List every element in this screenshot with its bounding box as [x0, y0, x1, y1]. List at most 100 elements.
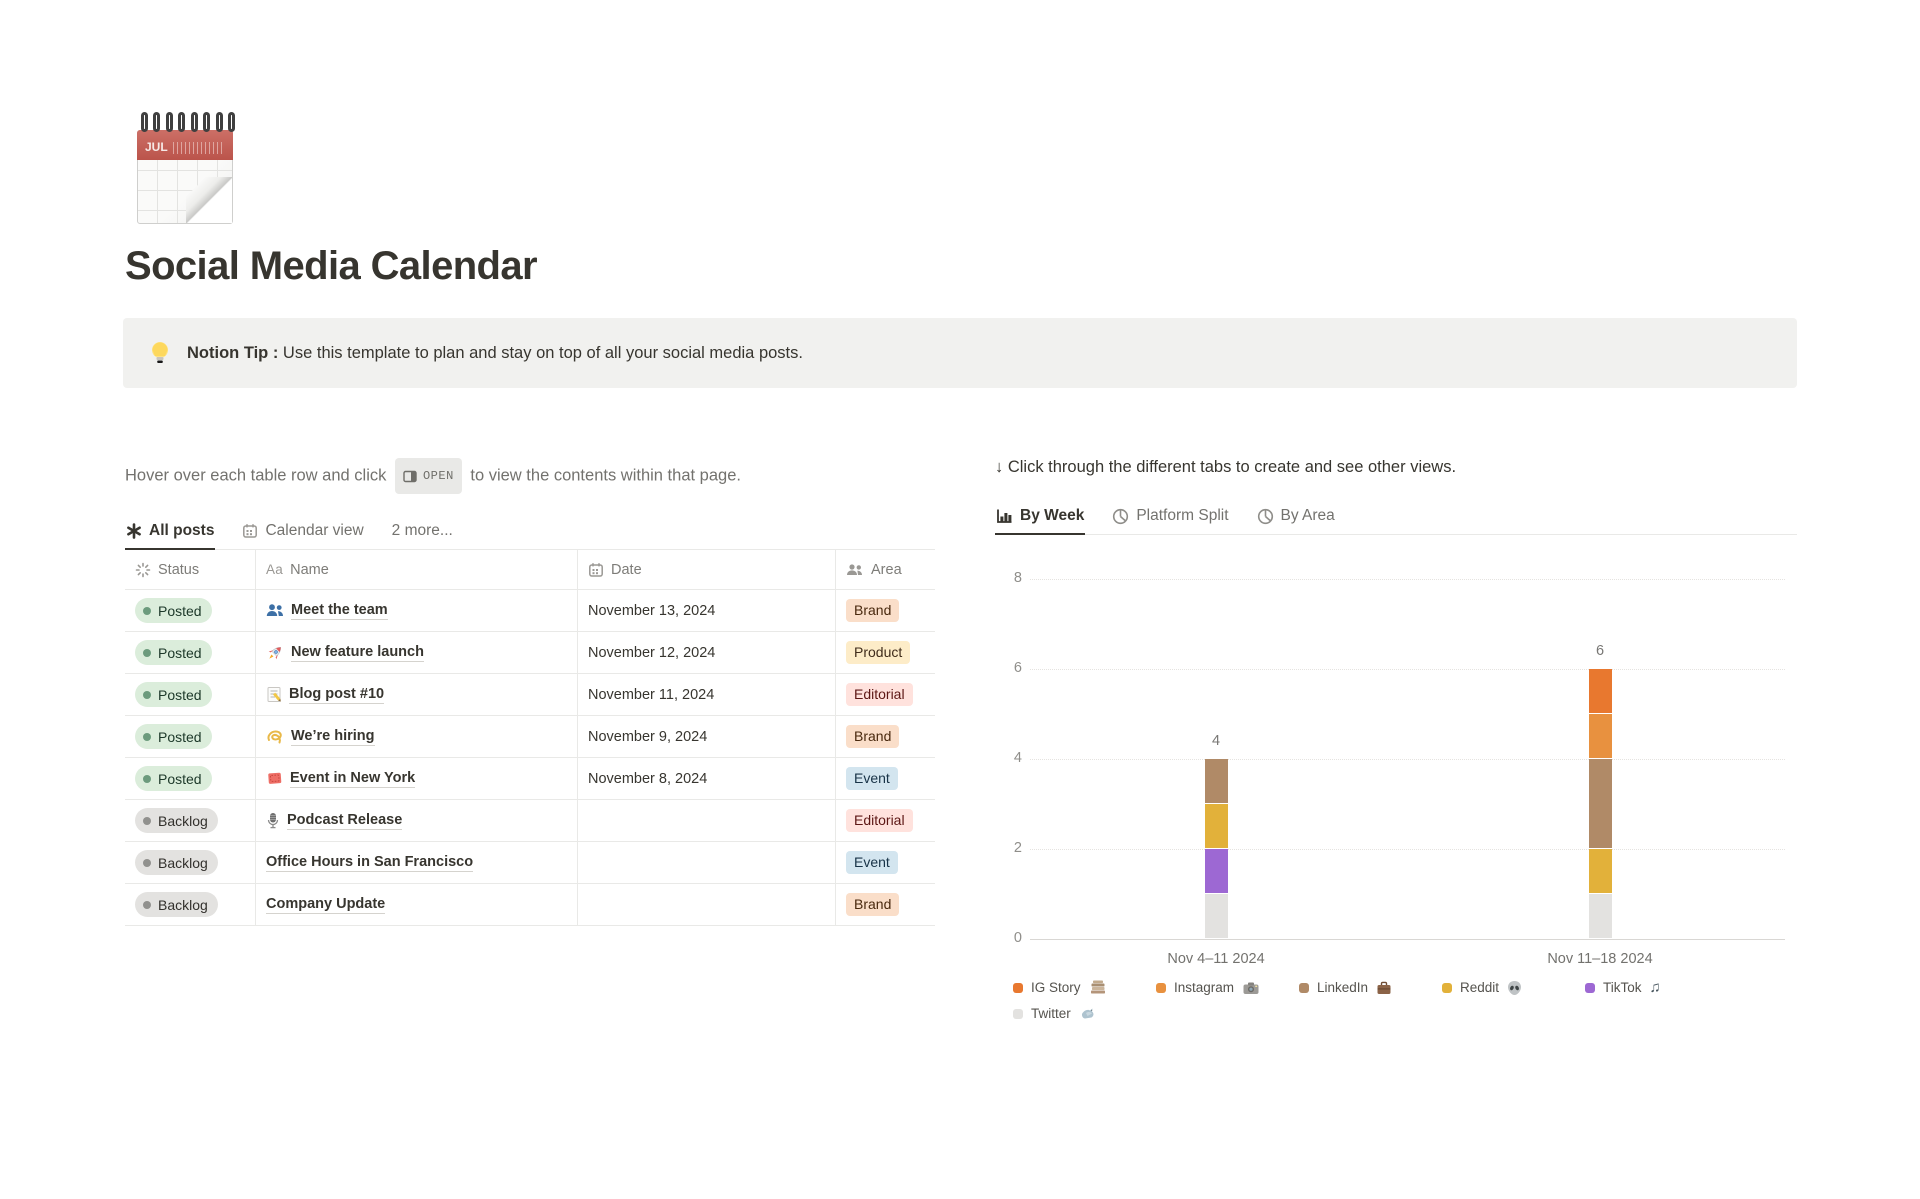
y-axis-tick: 4 [1013, 750, 1022, 766]
column-label: Name [290, 561, 329, 578]
page-link[interactable]: Company Update [266, 895, 386, 914]
column-label: Status [158, 561, 200, 578]
name-cell: Event in New York [256, 758, 578, 799]
tab-label: By Week [1020, 507, 1085, 524]
tab-2-more-[interactable]: 2 more... [391, 516, 454, 549]
table-row[interactable]: Posted We’re hiring November 9, 2024 Bra… [125, 716, 935, 758]
legend-label: Reddit [1460, 980, 1500, 995]
chart-instruction: ↓ Click through the different tabs to cr… [995, 458, 1457, 476]
pie-chart-icon [1257, 508, 1274, 525]
chart-view-tabs: By Week Platform Split By Area [995, 501, 1797, 535]
legend-item-ig-story[interactable]: IG Story [1013, 979, 1156, 996]
legend-label: LinkedIn [1317, 980, 1369, 995]
status-badge: Posted [135, 682, 212, 707]
table-row[interactable]: Backlog Podcast Release Editorial [125, 800, 935, 842]
open-badge: OPEN [394, 458, 462, 494]
table-body: Posted Meet the team November 13, 2024 B… [125, 590, 935, 926]
status-badge: Posted [135, 724, 212, 749]
tab-by-week[interactable]: By Week [995, 501, 1086, 535]
legend-item-twitter[interactable]: Twitter [1013, 1006, 1156, 1021]
date-cell [578, 800, 836, 841]
legend-item-linkedin[interactable]: LinkedIn [1299, 979, 1442, 996]
date-value: November 8, 2024 [588, 770, 708, 787]
calendar-icon [588, 562, 604, 578]
open-panel-icon [403, 470, 417, 483]
tab-calendar-view[interactable]: Calendar view [241, 516, 364, 549]
camera-icon [1242, 981, 1260, 995]
spiral-calendar-icon[interactable]: JUL [133, 112, 237, 230]
date-cell: November 8, 2024 [578, 758, 836, 799]
area-cell: Editorial [836, 674, 935, 715]
date-cell [578, 842, 836, 883]
bar-segment-instagram [1588, 714, 1612, 758]
tab-label: 2 more... [391, 522, 453, 539]
area-tag: Event [846, 767, 898, 790]
legend-swatch [1299, 982, 1309, 993]
area-cell: Editorial [836, 800, 935, 841]
y-axis-tick: 6 [1013, 660, 1022, 676]
status-dot [143, 774, 151, 783]
status-badge: Backlog [135, 850, 218, 875]
name-cell: Podcast Release [256, 800, 578, 841]
status-cell: Posted [125, 674, 256, 715]
pie-chart-icon [1112, 508, 1129, 525]
table-row[interactable]: Posted Event in New York November 8, 202… [125, 758, 935, 800]
tab-all-posts[interactable]: All posts [125, 516, 216, 550]
column-header-name[interactable]: Aa Name [256, 550, 578, 589]
bar-segment-reddit [1204, 804, 1228, 848]
column-header-date[interactable]: Date [578, 550, 836, 589]
gridline-y6 [1030, 669, 1785, 670]
legend-item-tiktok[interactable]: TikTok ♫ [1585, 979, 1728, 996]
area-cell: Event [836, 758, 935, 799]
memo-icon [266, 686, 282, 703]
tab-label: Platform Split [1136, 507, 1229, 524]
table-row[interactable]: Posted Meet the team November 13, 2024 B… [125, 590, 935, 632]
tab-platform-split[interactable]: Platform Split [1111, 501, 1229, 534]
bar-segment-ig-story [1588, 669, 1612, 713]
bar-segment-reddit [1588, 849, 1612, 893]
table-row[interactable]: Backlog Office Hours in San Francisco Ev… [125, 842, 935, 884]
status-badge: Posted [135, 766, 212, 791]
area-tag: Brand [846, 599, 900, 622]
date-cell: November 12, 2024 [578, 632, 836, 673]
right-column: ↓ Click through the different tabs to cr… [995, 458, 1797, 1021]
status-cell: Posted [125, 590, 256, 631]
aa-icon: Aa [266, 562, 284, 577]
status-cell: Backlog [125, 800, 256, 841]
table-row[interactable]: Posted New feature launch November 12, 2… [125, 632, 935, 674]
page-link[interactable]: New feature launch [291, 643, 424, 662]
date-cell: November 9, 2024 [578, 716, 836, 757]
legend-item-instagram[interactable]: Instagram [1156, 979, 1299, 996]
busts-icon [266, 603, 284, 618]
legend-label: TikTok [1603, 980, 1642, 995]
page-link[interactable]: Podcast Release [287, 811, 403, 830]
area-tag: Editorial [846, 683, 913, 706]
table-row[interactable]: Posted Blog post #10 November 11, 2024 E… [125, 674, 935, 716]
tab-label: Calendar view [265, 522, 364, 539]
y-axis-tick: 2 [1013, 840, 1022, 856]
page-link[interactable]: Event in New York [290, 769, 416, 788]
status-dot [143, 858, 151, 867]
status-dot [143, 816, 151, 825]
legend-item-reddit[interactable]: Reddit [1442, 979, 1585, 996]
page-link[interactable]: We’re hiring [291, 727, 375, 746]
stacked-bar-chart: 8 6 4 2 0 4 Nov 4–11 2024 6 Nov 11–18 20… [1014, 570, 1785, 967]
status-cell: Backlog [125, 842, 256, 883]
y-axis-tick: 8 [1013, 570, 1022, 586]
column-header-status[interactable]: Status [125, 550, 256, 589]
stacked-bar [1588, 669, 1612, 938]
column-header-area[interactable]: Area [836, 550, 935, 589]
page-link[interactable]: Meet the team [291, 601, 388, 620]
x-axis-label: Nov 11–18 2024 [1547, 951, 1653, 967]
tab-by-area[interactable]: By Area [1256, 501, 1336, 534]
bar-total-label: 4 [1211, 733, 1221, 749]
table-view-tabs: All posts Calendar view 2 more... [125, 516, 935, 550]
area-cell: Event [836, 842, 935, 883]
table-row[interactable]: Backlog Company Update Brand [125, 884, 935, 926]
alien-icon [1507, 980, 1522, 996]
page-link[interactable]: Blog post #10 [289, 685, 385, 704]
page-link[interactable]: Office Hours in San Francisco [266, 853, 474, 872]
area-tag: Product [846, 641, 911, 664]
column-label: Area [871, 561, 902, 578]
date-value: November 11, 2024 [588, 686, 715, 703]
